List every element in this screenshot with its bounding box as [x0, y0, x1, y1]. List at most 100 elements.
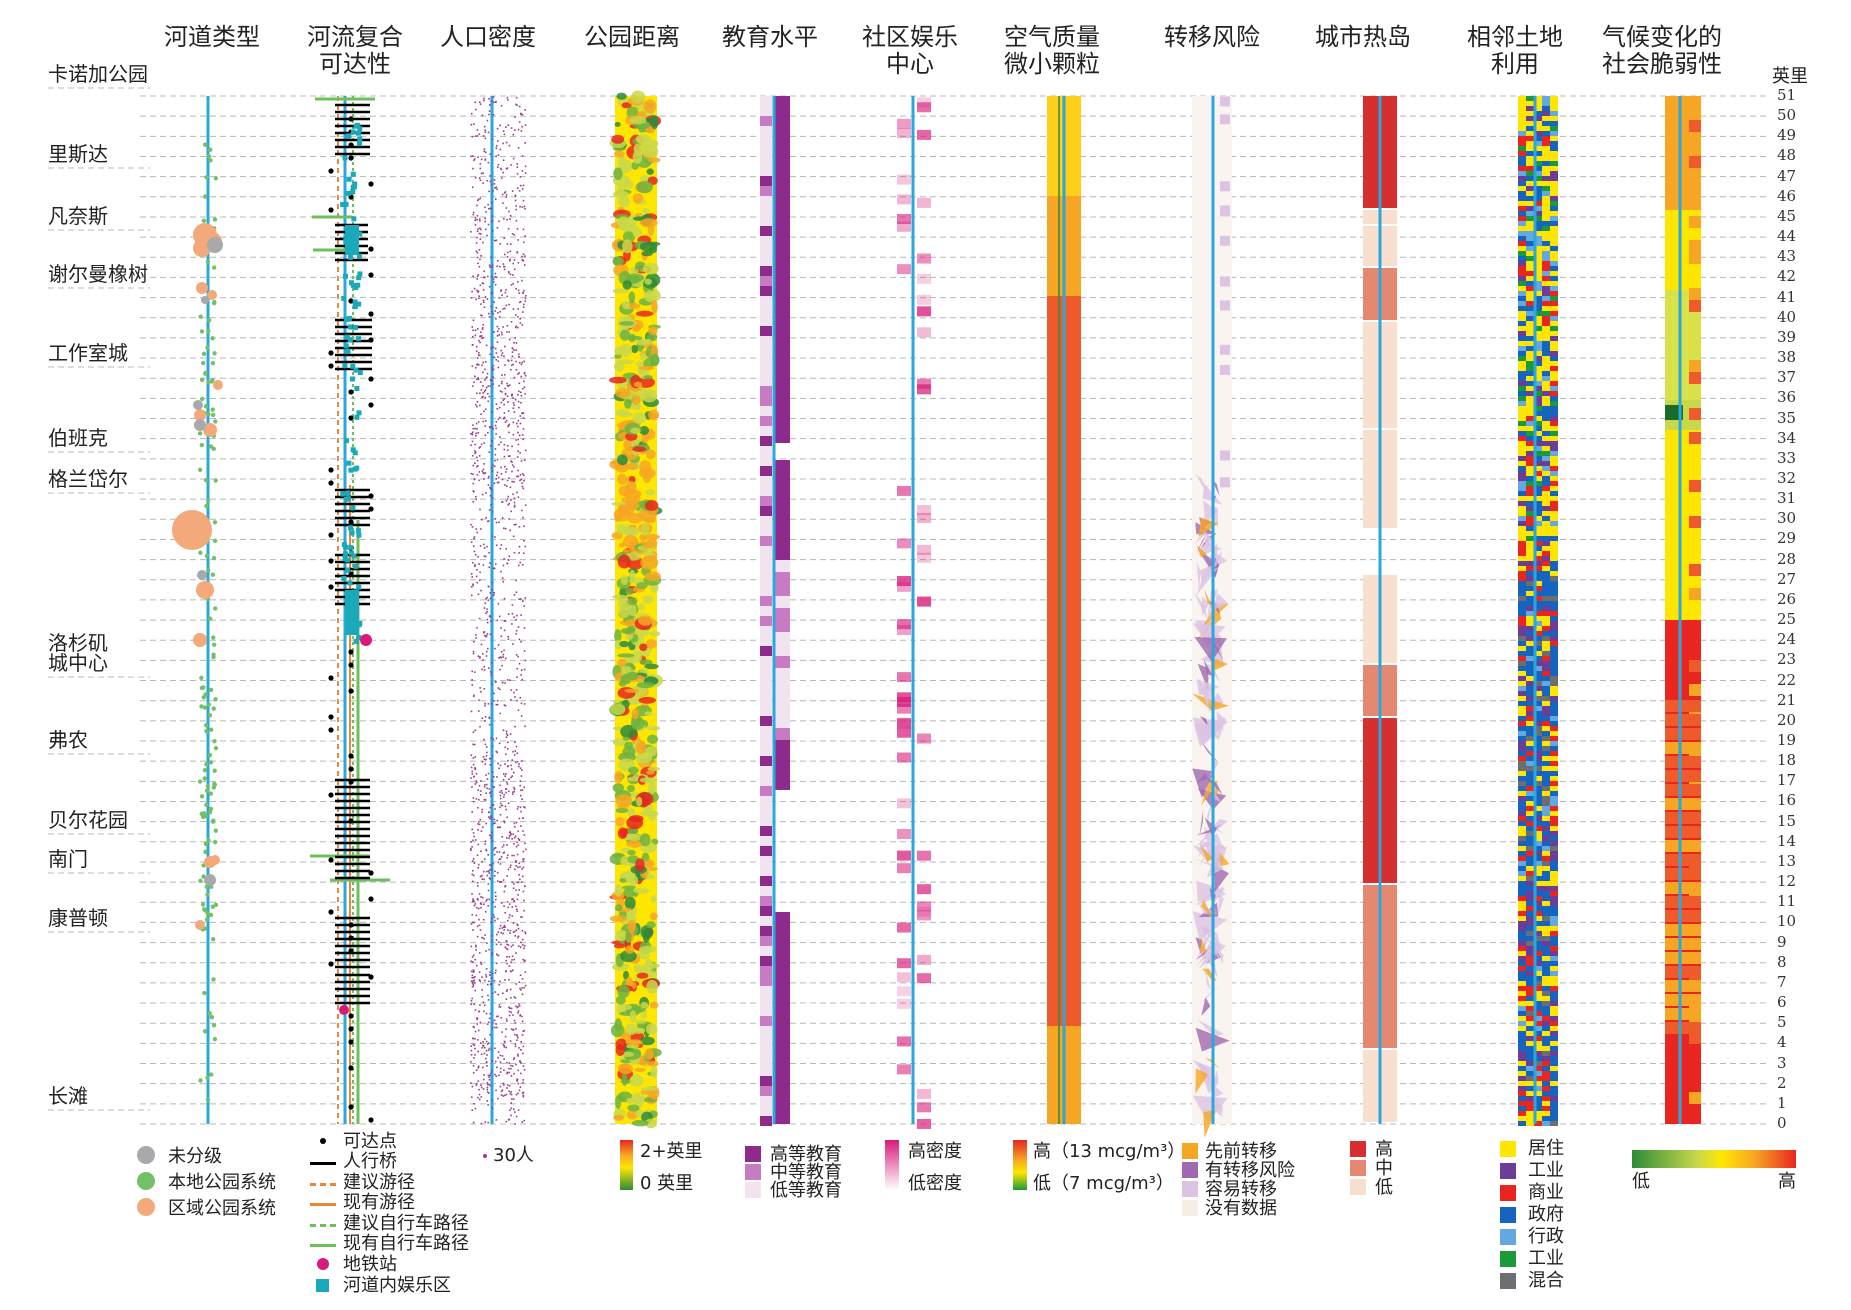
population-dot — [520, 988, 522, 991]
mile-label: 24 — [1777, 630, 1797, 649]
population-dot — [506, 943, 508, 946]
population-dot — [510, 1064, 512, 1067]
population-dot — [479, 1004, 481, 1006]
population-dot — [496, 408, 499, 410]
population-dot — [519, 422, 522, 425]
population-dot — [492, 114, 495, 116]
park-distance-blob — [620, 950, 637, 963]
population-dot — [471, 365, 474, 367]
population-dot — [499, 980, 501, 983]
rec-zone-mark — [348, 544, 354, 550]
local-park-dot — [205, 1097, 211, 1102]
land-use-cell — [1526, 736, 1534, 741]
population-dot — [490, 292, 492, 295]
land-use-cell — [1526, 116, 1534, 121]
land-use-cell — [1534, 466, 1542, 471]
land-use-cell — [1542, 301, 1550, 306]
land-use-cell — [1518, 636, 1526, 641]
land-use-cell — [1526, 591, 1534, 596]
land-use-cell — [1550, 736, 1558, 741]
land-use-cell — [1526, 716, 1534, 721]
population-dot — [505, 970, 507, 972]
population-dot — [470, 594, 473, 597]
population-dot — [503, 844, 505, 846]
population-dot — [472, 213, 475, 216]
population-dot — [517, 1092, 519, 1095]
population-dot — [502, 932, 504, 935]
local-park-dot — [205, 1075, 210, 1081]
population-dot — [504, 704, 507, 707]
land-use-cell — [1542, 481, 1550, 486]
population-dot — [517, 281, 519, 283]
population-dot — [471, 155, 474, 157]
land-use-cell — [1518, 691, 1526, 696]
land-use-cell — [1550, 806, 1558, 811]
mile-label: 13 — [1777, 851, 1797, 870]
land-use-cell — [1526, 686, 1534, 691]
population-dot — [470, 849, 472, 851]
population-dot — [475, 634, 477, 636]
land-use-cell — [1518, 846, 1526, 851]
mile-label: 33 — [1777, 448, 1797, 467]
vulnerability-cell — [1665, 854, 1701, 866]
population-dot — [487, 385, 490, 387]
land-use-cell — [1526, 416, 1534, 421]
land-use-cell — [1526, 251, 1534, 256]
population-dot — [506, 1061, 508, 1064]
population-dot — [471, 326, 474, 328]
park-distance-blob — [646, 1061, 659, 1067]
population-dot — [494, 347, 497, 350]
access-point — [328, 727, 334, 733]
population-dot — [476, 935, 479, 938]
education-cell — [760, 1096, 772, 1106]
land-use-cell — [1518, 816, 1526, 821]
population-dot — [521, 769, 523, 771]
land-use-cell — [1518, 1071, 1526, 1076]
land-use-cell — [1534, 716, 1542, 721]
population-dot — [500, 635, 503, 638]
local-park-dot — [202, 142, 208, 147]
population-dot — [487, 1074, 490, 1077]
land-use-cell — [1518, 326, 1526, 331]
population-dot — [499, 547, 502, 550]
population-dot — [510, 1107, 513, 1110]
population-dot — [499, 1054, 502, 1057]
education-cell — [760, 966, 772, 976]
population-dot — [506, 1071, 509, 1074]
population-dot — [503, 820, 505, 823]
park-distance-blob — [618, 222, 634, 232]
population-dot — [523, 1029, 526, 1032]
population-dot — [494, 283, 497, 286]
land-use-cell — [1518, 451, 1526, 456]
land-use-cell — [1526, 161, 1534, 166]
land-use-cell — [1542, 611, 1550, 616]
population-dot — [495, 737, 498, 740]
population-dot — [513, 754, 516, 756]
population-dot — [510, 1091, 513, 1093]
population-dot — [489, 983, 492, 986]
land-use-cell — [1518, 961, 1526, 966]
population-dot — [476, 236, 478, 239]
rec-zone-mark — [344, 334, 350, 340]
land-use-cell — [1542, 661, 1550, 666]
land-use-cell — [1526, 196, 1534, 201]
rec-zone-mark — [343, 438, 349, 444]
population-dot — [474, 729, 477, 732]
rec-zone-mark — [345, 225, 359, 255]
land-use-cell — [1542, 1026, 1550, 1031]
land-use-cell — [1550, 401, 1558, 406]
vulnerability-cell — [1665, 896, 1701, 908]
population-dot — [510, 764, 512, 767]
land-use-cell — [1518, 746, 1526, 751]
population-dot — [497, 418, 500, 420]
population-dot — [500, 289, 502, 291]
land-use-cell — [1542, 281, 1550, 286]
population-dot — [488, 316, 491, 318]
population-dot — [495, 1075, 498, 1077]
population-dot — [515, 103, 517, 106]
education-cell — [760, 656, 772, 666]
land-use-cell — [1550, 1051, 1558, 1056]
rec-zone-mark — [351, 184, 357, 190]
land-use-cell — [1518, 966, 1526, 971]
population-dot — [498, 742, 501, 745]
